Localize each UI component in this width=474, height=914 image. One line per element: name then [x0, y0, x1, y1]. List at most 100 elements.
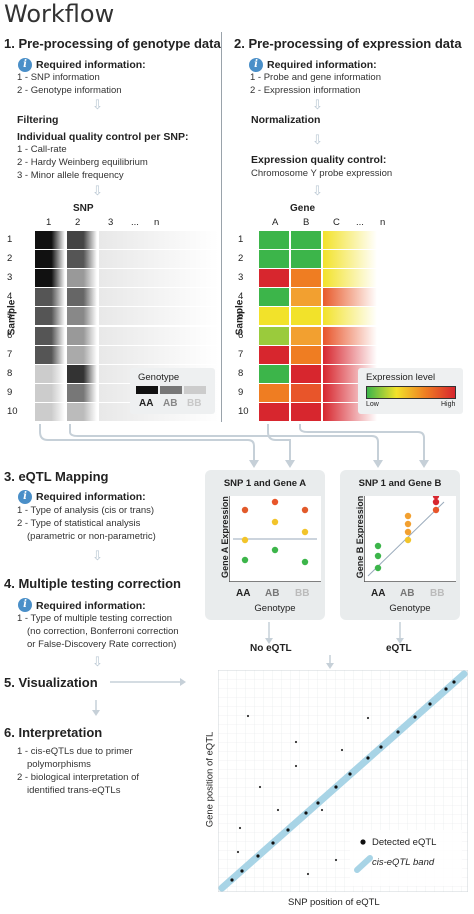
gene-cell-fade: [323, 326, 443, 345]
section2-required-item: 1 - Probe and gene information: [250, 72, 381, 83]
expression-color-bar: [366, 386, 456, 399]
sample-row-label: 5: [7, 310, 13, 322]
genotype-bb-swatch: [184, 386, 206, 394]
panel-b-xlabel: Genotype: [389, 603, 431, 614]
section2-qc-title: Expression quality control:: [251, 154, 387, 166]
down-arrow-icon: ⇩: [92, 183, 103, 198]
eqtl-point: [304, 811, 308, 815]
gene-cell: [259, 364, 289, 383]
genotype-legend-title: Genotype: [138, 372, 180, 383]
filtering-label: Filtering: [17, 114, 59, 126]
eqtl-point: [413, 715, 417, 719]
section6-item: polymorphisms: [27, 759, 91, 770]
section4-item: (no correction, Bonferroni correction: [27, 626, 179, 637]
scatter-point: [374, 552, 382, 560]
gene-matrix: [259, 231, 459, 424]
section5-heading: 5. Visualization: [4, 675, 98, 690]
panel-b-group-label: AA: [371, 588, 386, 599]
eqtl-ylabel: Gene position of eQTL: [204, 731, 216, 828]
snp-cell: [35, 307, 65, 326]
snp-cell: [67, 326, 97, 345]
section3-item: 1 - Type of analysis (cis or trans): [17, 505, 155, 516]
gene-cell: [291, 383, 321, 402]
sample-row-label: 1: [7, 234, 13, 245]
scatter-point: [301, 528, 309, 536]
panel-gene-b: SNP 1 and Gene B Gene B Expression AA AB…: [340, 470, 460, 620]
section1-required-label: Required information:: [36, 59, 146, 71]
gene-matrix-title: Gene: [290, 203, 316, 214]
snp-col-label: 2: [75, 217, 81, 228]
snp-cell: [67, 269, 97, 288]
section1-qc-item: 1 - Call-rate: [17, 144, 67, 155]
gene-col-label: A: [272, 217, 279, 228]
eqtl-point: [230, 878, 234, 882]
snp-cell: [35, 383, 65, 402]
genotype-legend: Genotype AA AB BB: [130, 368, 215, 414]
down-arrow-icon: ⇩: [312, 132, 323, 147]
gene-cell-fade: [323, 269, 443, 288]
gene-cell: [291, 326, 321, 345]
snp-cell: [67, 402, 97, 421]
gene-col-label: C: [333, 217, 340, 228]
gene-col-label: B: [303, 217, 310, 228]
genotype-aa-swatch: [136, 386, 158, 394]
down-arrow-icon: ⇩: [92, 654, 103, 669]
scatter-point: [271, 518, 279, 526]
gene-cell: [291, 364, 321, 383]
snp-cell: [67, 383, 97, 402]
gene-cell-fade: [323, 250, 443, 269]
section4-heading: 4. Multiple testing correction: [4, 576, 181, 591]
gene-cell: [259, 250, 289, 269]
eqtl-point: [334, 858, 338, 862]
snp-cell: [35, 345, 65, 364]
eqtl-point: [271, 841, 275, 845]
sample-row-label: 4: [7, 291, 13, 303]
snp-cell-fade: [99, 288, 219, 307]
eqtl-point: [258, 785, 262, 789]
scatter-point: [241, 556, 249, 564]
gene-cell: [291, 402, 321, 421]
down-arrow-icon: ⇩: [92, 548, 103, 563]
section2-heading: 2. Pre-processing of expression data: [234, 36, 462, 51]
scatter-point: [404, 528, 412, 536]
snp-cell-fade: [99, 231, 219, 249]
scatter-point: [432, 498, 440, 506]
eqtl-plot: [218, 670, 468, 892]
gene-cell: [259, 269, 289, 288]
down-arrow-icon: ⇩: [92, 97, 103, 112]
snp-cell: [35, 402, 65, 421]
eqtl-point: [256, 854, 260, 858]
section2-required-item: 2 - Expression information: [250, 85, 361, 96]
section6-heading: 6. Interpretation: [4, 725, 103, 740]
snp-cell: [67, 231, 97, 249]
sample-row-label: 7: [238, 348, 244, 360]
gene-cell-fade: [323, 231, 443, 249]
eqtl-point: [334, 785, 338, 789]
sample-row-label: 6: [7, 329, 13, 341]
eqtl-point: [348, 772, 352, 776]
genotype-bb-label: BB: [187, 398, 202, 409]
genotype-ab-label: AB: [163, 398, 178, 409]
scatter-point: [271, 498, 279, 506]
scatter-point: [432, 506, 440, 514]
snp-cell: [35, 288, 65, 307]
gene-cell: [291, 269, 321, 288]
section-divider: [221, 32, 222, 422]
eqtl-legend-band: cis-eQTL band: [372, 857, 435, 868]
gene-cell: [259, 231, 289, 249]
scatter-point: [432, 496, 440, 500]
section3-heading: 3. eQTL Mapping: [4, 469, 109, 484]
info-icon: i: [249, 58, 263, 72]
gene-cell-fade: [323, 288, 443, 307]
snp-col-label: ...: [131, 217, 139, 228]
panel-b-group-label: BB: [430, 588, 445, 599]
down-arrow-icon: ⇩: [312, 183, 323, 198]
snp-col-label: 3: [108, 217, 114, 228]
sample-row-label: 8: [7, 367, 13, 379]
gene-cell: [291, 307, 321, 326]
panel-a-result: No eQTL: [250, 643, 292, 654]
scatter-point: [301, 506, 309, 514]
snp-cell: [35, 231, 65, 249]
eqtl-point: [366, 716, 370, 720]
